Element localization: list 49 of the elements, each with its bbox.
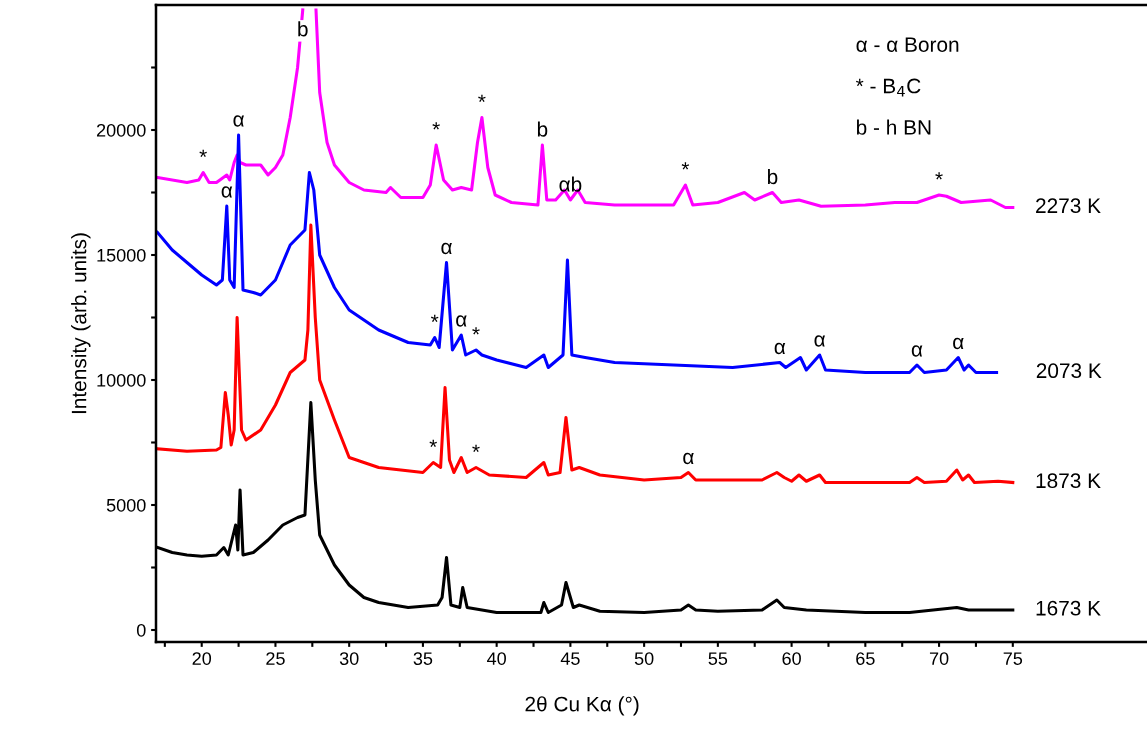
annotation: α — [233, 115, 245, 127]
series-label: 2073 K — [1036, 363, 1102, 379]
annotation: * — [681, 162, 690, 170]
annotation: α - α Boron — [856, 37, 959, 52]
series-label: 1873 K — [1036, 473, 1101, 489]
annotation: * — [472, 444, 480, 452]
x-tick-label: 45 — [560, 652, 580, 665]
y-tick-label: 15000 — [97, 248, 146, 262]
annotation: α — [814, 335, 826, 347]
y-axis-title: Intensity (arb. units) — [71, 233, 91, 414]
annotation: * — [199, 149, 207, 157]
x-tick-label: 40 — [487, 652, 506, 665]
series-label: 1673 K — [1036, 600, 1101, 616]
y-tick-label: 5000 — [106, 498, 146, 512]
x-tick-label: 25 — [266, 652, 285, 665]
x-tick-label: 60 — [782, 652, 801, 665]
x-axis-title: 2θ Cu Kα (°) — [525, 696, 639, 716]
x-tick-label: 75 — [1003, 652, 1023, 665]
series-label: 2273 K — [1036, 198, 1101, 214]
annotation: * — [935, 172, 943, 180]
annotation: α — [953, 337, 964, 350]
annotation: b - h BN — [856, 119, 931, 135]
annotation: * — [472, 327, 480, 335]
x-tick-label: 35 — [413, 652, 433, 665]
annotation: * - B$_{4}$C — [855, 78, 921, 97]
x-tick-label: 70 — [929, 652, 949, 665]
annotation: αb — [559, 176, 582, 192]
annotation: α — [683, 452, 694, 465]
x-tick-label: 55 — [708, 652, 728, 665]
annotation: * — [432, 122, 440, 130]
y-tick-label: 0 — [136, 623, 146, 637]
annotation: α — [456, 315, 467, 327]
annotation: α — [221, 186, 233, 198]
y-tick-label: 10000 — [97, 373, 146, 387]
x-tick-label: 65 — [856, 652, 875, 665]
annotation: b — [767, 168, 778, 185]
line-series — [156, 223, 1015, 485]
y-tick-label: 20000 — [96, 123, 146, 137]
annotation: α — [441, 242, 452, 255]
annotation: b — [298, 21, 308, 37]
x-tick-label: 50 — [634, 652, 654, 665]
annotation: * — [429, 439, 437, 447]
annotation: α — [911, 345, 923, 357]
x-tick-label: 30 — [339, 652, 359, 665]
x-tick-label: 20 — [192, 652, 212, 665]
annotation: * — [478, 94, 486, 102]
annotation: α — [774, 342, 786, 355]
annotation: * — [431, 314, 439, 322]
annotation: b — [537, 121, 548, 137]
